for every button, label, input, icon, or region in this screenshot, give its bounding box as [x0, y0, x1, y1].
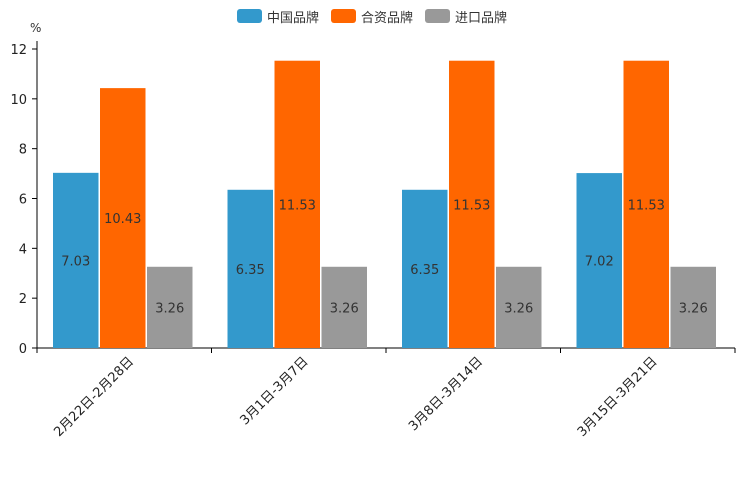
data-label: 11.53 [628, 198, 665, 213]
legend-item-jv[interactable]: 合资品牌 [330, 7, 413, 26]
bar-1-2 [321, 266, 367, 348]
legend-swatch-jv [330, 9, 356, 23]
bar-1-0 [227, 189, 273, 348]
data-label: 6.35 [410, 263, 439, 278]
data-label: 3.26 [679, 301, 708, 316]
bar-2-0 [402, 189, 448, 348]
x-category-label: 3月1日-3月7日 [237, 354, 311, 428]
x-category-label: 3月15日-3月21日 [575, 354, 661, 440]
data-label: 11.53 [453, 198, 490, 213]
bar-0-1 [100, 88, 146, 348]
data-label: 3.26 [330, 301, 359, 316]
legend-swatch-china [236, 9, 262, 23]
bar-1-1 [274, 60, 320, 348]
y-tick-label: 0 [19, 342, 27, 357]
data-label: 3.26 [504, 301, 533, 316]
data-label: 7.03 [61, 254, 90, 269]
chart-legend: 中国品牌 合资品牌 进口品牌 [0, 7, 744, 26]
x-category-label: 2月22日-2月28日 [51, 354, 137, 440]
legend-label-import: 进口品牌 [455, 10, 508, 26]
bar-3-2 [670, 266, 716, 348]
y-tick-label: 4 [19, 242, 27, 257]
data-label: 3.26 [155, 301, 184, 316]
data-label: 7.02 [585, 255, 614, 270]
y-tick-label: 8 [19, 143, 27, 158]
bar-0-0 [53, 172, 99, 348]
legend-label-china: 中国品牌 [266, 10, 319, 26]
bar-3-0 [576, 173, 622, 348]
legend-item-china[interactable]: 中国品牌 [236, 7, 319, 26]
bar-2-1 [449, 60, 495, 348]
bar-3-1 [623, 60, 669, 348]
legend-item-import[interactable]: 进口品牌 [425, 7, 507, 26]
data-label: 10.43 [104, 212, 141, 227]
bar-0-2 [147, 266, 193, 348]
y-tick-label: 12 [10, 43, 27, 58]
bar-2-2 [496, 266, 542, 348]
y-tick-label: 10 [10, 93, 27, 108]
y-tick-label: 6 [19, 193, 27, 208]
data-label: 6.35 [236, 263, 265, 278]
legend-swatch-import [425, 9, 450, 23]
x-category-label: 3月8日-3月14日 [406, 354, 486, 434]
data-label: 11.53 [279, 198, 316, 213]
y-tick-label: 2 [19, 292, 27, 307]
legend-label-jv: 合资品牌 [360, 10, 413, 26]
y-axis-unit: % [30, 21, 42, 35]
